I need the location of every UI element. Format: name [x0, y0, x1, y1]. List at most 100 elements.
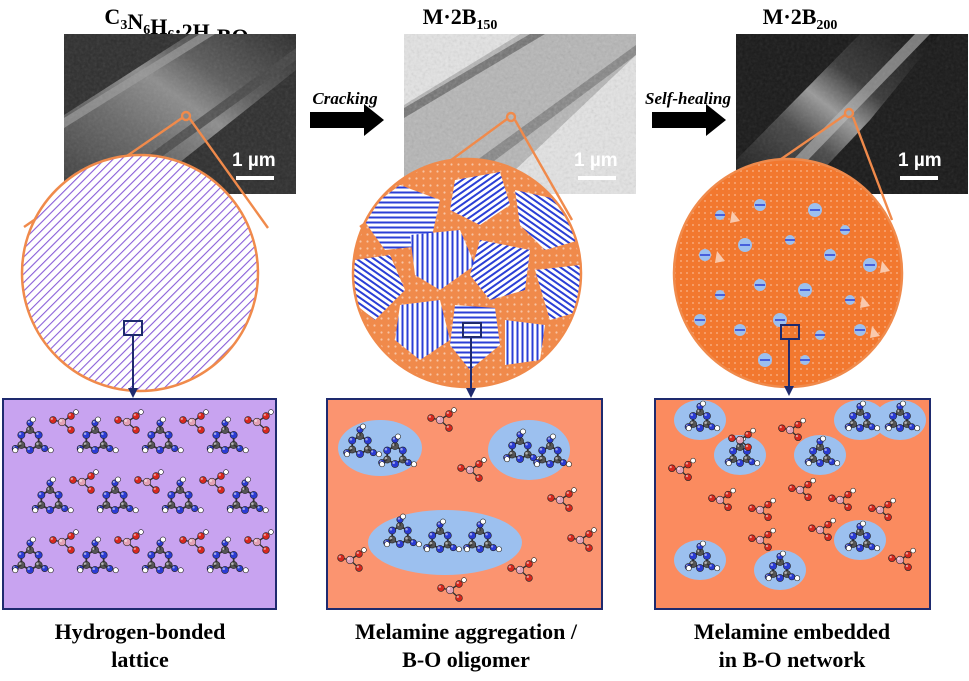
atom — [696, 564, 704, 572]
atom — [424, 546, 430, 553]
atom — [888, 554, 896, 562]
atom — [868, 504, 876, 512]
atom — [391, 460, 399, 468]
atom — [241, 506, 249, 514]
caption-1: Hydrogen-bonded lattice — [0, 618, 290, 674]
atom — [585, 530, 593, 538]
atom — [455, 594, 463, 602]
atom — [449, 544, 457, 552]
atom — [142, 477, 152, 487]
atom — [249, 491, 258, 499]
atom — [229, 551, 238, 559]
atom — [755, 505, 765, 515]
atom — [236, 564, 244, 572]
atom — [456, 546, 462, 553]
atom — [810, 477, 816, 484]
melamine-island — [854, 324, 880, 338]
atom — [816, 459, 824, 467]
melamine-island — [845, 295, 870, 308]
atom — [538, 446, 547, 455]
atom — [162, 507, 169, 514]
atom — [41, 564, 49, 572]
zoom-arrowhead-1 — [128, 388, 138, 398]
atom — [708, 563, 716, 571]
atom — [808, 524, 816, 532]
atom — [708, 423, 716, 431]
atom — [49, 416, 57, 424]
atom — [525, 560, 533, 568]
atom — [815, 525, 825, 535]
atom — [337, 554, 345, 562]
atom — [112, 567, 119, 574]
melamine-island — [738, 238, 752, 252]
atom — [778, 424, 786, 432]
atom — [794, 575, 801, 582]
atom — [147, 431, 156, 439]
atom — [132, 532, 140, 540]
atom — [729, 447, 737, 455]
atom — [416, 541, 422, 548]
atom — [87, 472, 95, 480]
atom — [754, 460, 761, 467]
atom — [668, 464, 676, 472]
atom — [714, 425, 721, 432]
atom — [800, 417, 806, 424]
caption-3: Melamine embedded in B-O network — [642, 618, 942, 674]
atom — [724, 490, 732, 499]
caption-3-line2: in B-O network — [718, 647, 866, 672]
atom — [585, 544, 593, 552]
atom — [455, 580, 463, 588]
atom — [67, 412, 75, 420]
atom — [356, 450, 364, 458]
caption-2-line1: Melamine aggregation / — [355, 619, 577, 644]
atom — [344, 451, 350, 458]
atom — [197, 507, 204, 514]
atom — [268, 529, 274, 535]
melamine-island — [815, 330, 825, 340]
atom — [748, 458, 756, 466]
atom — [142, 567, 149, 574]
atom — [34, 551, 43, 559]
atom — [689, 552, 697, 560]
atom — [126, 504, 134, 512]
atom — [77, 447, 84, 454]
atom — [744, 430, 752, 439]
atom — [106, 564, 114, 572]
atom — [171, 444, 179, 452]
atom — [132, 426, 140, 434]
melamine-island — [824, 249, 836, 261]
atom — [884, 513, 892, 521]
panel-title-2: M·2B150 — [423, 4, 498, 33]
atom — [379, 461, 385, 468]
atom — [820, 435, 826, 442]
atom — [93, 469, 99, 475]
atom — [863, 532, 871, 540]
atom — [904, 550, 912, 559]
atom — [764, 543, 772, 551]
atom — [197, 546, 205, 554]
atom — [770, 527, 776, 534]
atom — [376, 451, 382, 458]
melamine-island — [798, 283, 812, 297]
atom — [348, 436, 357, 445]
atom — [119, 491, 128, 499]
atom — [835, 495, 845, 505]
atom — [435, 415, 445, 425]
atom — [828, 494, 836, 502]
atom — [770, 497, 776, 504]
atom — [252, 417, 262, 427]
caption-1-line2: lattice — [111, 647, 169, 672]
atom — [684, 473, 692, 481]
melamine-island — [694, 314, 706, 326]
melamine-island — [840, 225, 850, 235]
scale-bar-1 — [236, 176, 274, 180]
atom — [828, 458, 836, 466]
atom — [736, 459, 744, 467]
atom — [262, 532, 270, 540]
atom — [404, 459, 412, 467]
atom — [244, 536, 252, 544]
atom — [515, 565, 525, 575]
atom — [77, 477, 87, 487]
melamine-island — [808, 203, 822, 217]
atom — [26, 566, 34, 574]
